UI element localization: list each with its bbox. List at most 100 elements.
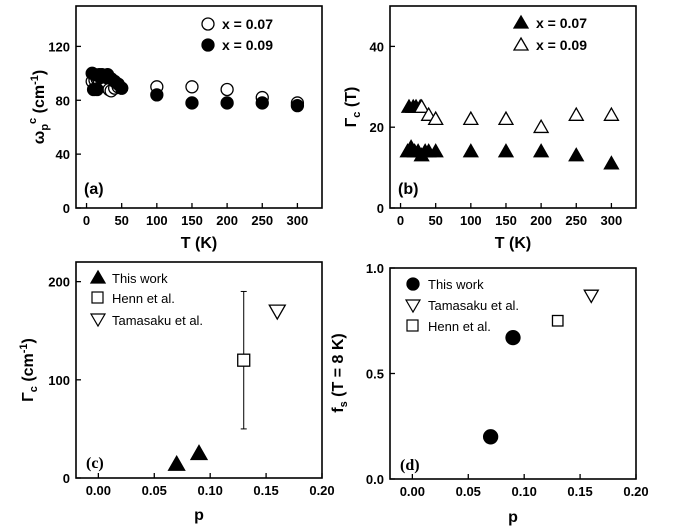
panel-a-xtick-label-5: 250 (251, 213, 273, 228)
panel-c-legend-label-0: This work (112, 271, 168, 286)
panel-c-legend-marker-0 (89, 269, 107, 284)
panel-d-ytick-label-0: 0.0 (366, 472, 384, 487)
panel-d-ylabel-main: f (330, 407, 347, 413)
panel-d-legend-label-1: Tamasaku et al. (428, 298, 519, 313)
panel-c-xtick-label-1: 0.05 (142, 483, 167, 498)
panel-b-series-1-point-2 (427, 110, 444, 126)
panel-c-legend: This work Henn et al. Tamasaku et al. (89, 269, 203, 328)
panel-c-ytick-label-2: 200 (48, 275, 70, 290)
panel-d-legend-marker-0 (406, 277, 420, 291)
panel-c-xtick-label-2: 0.10 (198, 483, 223, 498)
panel-c-series-0-point-0 (167, 454, 186, 471)
panel-b-xtick-label-4: 200 (530, 213, 552, 228)
panel-d-series-1-point-0 (583, 289, 600, 304)
panel-c-ylabel-unit-sup: -1 (18, 343, 30, 353)
panel-b-xlabel: T (K) (495, 235, 531, 252)
panel-a-ylabel-sup: c (27, 118, 39, 124)
panel-d-ticks: 0.00 0.05 0.10 0.15 0.20 0.0 0.5 1.0 (366, 261, 649, 499)
panel-b-series-1-point-5 (532, 118, 550, 134)
panel-d-ylabel: fs (T = 8 K) (330, 333, 350, 412)
panel-d-ylabel-sub: s (338, 401, 350, 407)
panel-d-xtick-label-1: 0.05 (456, 484, 481, 499)
panel-d-legend-label-0: This work (428, 277, 484, 292)
panel-a-series-1-point-17 (255, 96, 269, 110)
panel-c-ticks: 0.00 0.05 0.10 0.15 0.20 0 100 200 (48, 275, 334, 498)
panel-c-xtick-label-3: 0.15 (253, 483, 278, 498)
panel-b-ylabel-sub: c (351, 112, 363, 118)
panel-d-ytick-label-2: 1.0 (366, 261, 384, 276)
panel-a: 0 50 100 150 200 250 300 0 40 80 120 (a) T (K) ωpc… (27, 5, 323, 252)
panel-c-ytick-label-1: 100 (48, 373, 70, 388)
panel-c-ylabel-close: ) (20, 338, 37, 343)
panel-d-series-0-point-0 (482, 429, 499, 445)
panel-c-series-0-point-1 (189, 444, 209, 461)
panel-d-series-2-point-0 (551, 314, 564, 327)
panel-b-ytick-label-2: 40 (370, 39, 384, 54)
panel-b-series-0-point-12 (462, 143, 479, 158)
panel-a-xtick-label-0: 0 (83, 213, 90, 228)
panel-c-legend-label-2: Tamasaku et al. (112, 313, 203, 328)
panel-b-ylabel-unit: (T) (343, 87, 360, 107)
panel-b-legend-marker-1 (512, 36, 530, 51)
panel-a-ylabel-close: ) (31, 70, 48, 75)
panel-b-series-0-point-11 (427, 143, 444, 158)
panel-c-xtick-label-4: 0.20 (309, 483, 334, 498)
panel-a-series-1-point-15 (185, 96, 199, 110)
panel-d-legend: This work Tamasaku et al. Henn et al. (404, 277, 519, 334)
panel-b-series-0-point-13 (497, 143, 515, 158)
panel-b-series-1-point-0 (413, 98, 430, 113)
panel-a-ylabel-sub: p (39, 124, 51, 131)
panel-c: 0.00 0.05 0.10 0.15 0.20 0 100 200 (c) p Γc (cm… (18, 261, 335, 524)
panel-b-ylabel: Γc (T) (343, 87, 363, 128)
panel-a-ytick-label-0: 0 (63, 201, 70, 216)
panel-b-ticks: 0 50 100 150 200 250 300 0 20 40 (370, 39, 623, 228)
panel-a-ytick-label-1: 40 (56, 147, 70, 162)
panel-d-xtick-label-0: 0.00 (400, 484, 425, 499)
panel-d-ytick-label-1: 0.5 (366, 367, 384, 382)
panel-b-ylabel-main: Γ (343, 117, 360, 127)
panel-b-series-1-point-7 (603, 106, 620, 121)
panel-b-xtick-label-0: 0 (397, 213, 404, 228)
panel-c-series-2-point-0 (268, 304, 287, 321)
panel-a-xtick-label-4: 200 (216, 213, 238, 228)
panel-b-xtick-label-3: 150 (495, 213, 517, 228)
panel-a-series-0-point-13 (185, 80, 199, 94)
panel-d-legend-marker-2 (406, 319, 419, 332)
panel-b-legend-label-0: x = 0.07 (536, 15, 587, 31)
panel-c-series-1-point-0 (237, 353, 251, 367)
panel-a-xtick-label-2: 100 (146, 213, 168, 228)
panel-a-legend-marker-0 (201, 17, 215, 31)
panel-b-frame (389, 5, 637, 209)
panel-b-xtick-label-6: 300 (601, 213, 623, 228)
panel-a-ylabel-unit-sup: -1 (29, 75, 41, 85)
panel-a-series-0-point-14 (220, 82, 234, 97)
panel-b-series-0-point-16 (603, 155, 620, 170)
panel-a-xtick-label-6: 300 (287, 213, 309, 228)
panel-c-ylabel-sub: c (28, 386, 40, 392)
panel-b-legend-marker-0 (512, 14, 530, 29)
panel-d: 0.00 0.05 0.10 0.15 0.20 0.0 0.5 1.0 (d) p fs (… (330, 261, 649, 526)
panel-c-label: (c) (86, 455, 104, 472)
panel-a-series-1-point-13 (115, 81, 129, 95)
panel-a-series-1-point-14 (150, 88, 164, 102)
panel-d-ylabel-unit: (T = 8 K) (330, 333, 347, 397)
panel-c-ytick-label-0: 0 (63, 471, 70, 486)
panel-b-ytick-label-1: 20 (370, 120, 384, 135)
panel-a-marks (85, 66, 305, 113)
panel-b-xtick-label-2: 100 (460, 213, 482, 228)
panel-b-legend: x = 0.07 x = 0.09 (512, 14, 587, 53)
panel-c-legend-marker-2 (89, 313, 107, 328)
panel-c-marks (167, 290, 287, 471)
panel-a-ticks: 0 50 100 150 200 250 300 0 40 80 120 (48, 39, 308, 228)
panel-a-ytick-label-2: 80 (56, 93, 70, 108)
panel-c-frame (75, 261, 323, 479)
panel-b-series-1-point-4 (497, 110, 515, 126)
panel-b-xtick-label-5: 250 (565, 213, 587, 228)
panel-d-xlabel: p (508, 509, 518, 526)
panel-d-legend-marker-1 (404, 299, 422, 314)
panel-c-xtick-label-0: 0.00 (86, 483, 111, 498)
panel-a-legend-label-1: x = 0.09 (222, 37, 273, 53)
panel-a-legend-label-0: x = 0.07 (222, 16, 273, 32)
panel-a-xtick-label-1: 50 (114, 213, 128, 228)
